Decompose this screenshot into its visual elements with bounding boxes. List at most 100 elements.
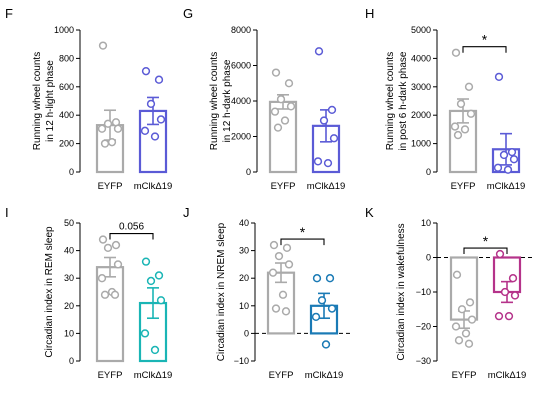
data-point xyxy=(156,115,166,124)
data-point xyxy=(494,312,504,321)
data-point xyxy=(156,296,166,305)
y-tick-label: 0 xyxy=(426,253,431,263)
y-axis-label: in post 6 h-dark phase xyxy=(398,51,409,150)
data-point xyxy=(278,290,288,299)
y-tick-label: 4000 xyxy=(231,96,251,106)
data-point xyxy=(325,274,335,283)
y-tick-label: 6000 xyxy=(231,61,251,71)
data-point xyxy=(313,157,323,166)
x-category-label: EYFP xyxy=(451,181,476,192)
data-point xyxy=(98,235,108,244)
panel-label: J xyxy=(183,205,190,220)
data-point xyxy=(323,158,333,168)
y-tick-label: 0 xyxy=(69,356,74,366)
y-axis-label: in 12 h-dark phase xyxy=(222,59,233,142)
y-tick-label: 10 xyxy=(64,328,74,338)
data-point xyxy=(141,67,151,76)
x-category-label: mClkΔ19 xyxy=(488,370,527,381)
data-point xyxy=(327,105,337,115)
y-tick-label: 1000 xyxy=(54,25,74,35)
data-point xyxy=(100,139,110,148)
panel-label: F xyxy=(5,6,13,21)
y-tick-label: 8000 xyxy=(231,25,251,35)
panel-k: K −30 −20 −10 0 10 Circadian index in wakefuln… xyxy=(365,205,534,381)
significance-label: * xyxy=(482,32,488,48)
x-category-label: mClkΔ19 xyxy=(134,181,173,192)
data-point xyxy=(113,124,123,133)
data-point xyxy=(269,240,279,250)
data-point xyxy=(111,240,121,250)
y-tick-label: 40 xyxy=(64,246,74,256)
data-point xyxy=(107,138,117,147)
data-point xyxy=(97,274,107,283)
data-point xyxy=(270,107,280,116)
data-point xyxy=(464,339,474,348)
y-tick-label: −30 xyxy=(416,356,431,366)
panel-i: I 0 10 20 30 40 50 Circadian index in REM sleep… xyxy=(5,205,172,381)
y-tick-label: 10 xyxy=(239,301,249,311)
panel-j: J −10 0 10 20 30 40 Circadian index in NREM sle… xyxy=(183,205,351,381)
y-tick-label: 20 xyxy=(239,273,249,283)
data-point xyxy=(451,322,461,331)
data-point xyxy=(466,109,476,118)
x-category-label: EYFP xyxy=(269,370,294,381)
x-category-label: EYFP xyxy=(98,370,123,381)
y-tick-label: 10 xyxy=(421,218,431,228)
data-point xyxy=(311,312,321,321)
data-point xyxy=(268,268,278,277)
y-axis-label: Circadian index in NREM sleep xyxy=(216,222,227,361)
y-tick-label: 0 xyxy=(244,328,249,338)
x-category-label: mClkΔ19 xyxy=(305,370,344,381)
data-point xyxy=(507,147,517,157)
y-tick-label: −10 xyxy=(416,287,431,297)
y-axis-label: Running wheel counts xyxy=(385,52,396,150)
x-category-label: EYFP xyxy=(271,181,296,192)
data-point xyxy=(494,72,504,82)
data-point xyxy=(146,276,156,286)
data-point xyxy=(508,274,518,283)
data-point xyxy=(456,99,466,108)
y-tick-label: 2000 xyxy=(411,110,431,120)
y-axis-label: Running wheel counts xyxy=(32,52,43,150)
y-axis-label: Circadian index in wakefulness xyxy=(396,223,407,360)
data-point xyxy=(271,68,281,77)
data-point xyxy=(460,125,470,134)
significance-bracket xyxy=(280,238,325,246)
data-point xyxy=(465,298,475,307)
y-tick-label: 1000 xyxy=(411,139,431,149)
data-point xyxy=(464,82,474,91)
y-tick-label: −20 xyxy=(416,322,431,332)
significance-bracket xyxy=(463,247,508,255)
panel-g: G 0 2000 4000 6000 8000 Running wheel counts in… xyxy=(183,6,345,192)
data-point xyxy=(500,287,510,297)
y-tick-label: 4000 xyxy=(411,53,431,63)
x-category-label: mClkΔ19 xyxy=(487,181,526,192)
data-point xyxy=(281,307,291,316)
data-point xyxy=(509,155,519,164)
data-point xyxy=(499,150,509,160)
data-point xyxy=(273,123,283,132)
data-point xyxy=(150,345,160,355)
data-point xyxy=(319,116,329,125)
y-tick-label: 800 xyxy=(59,53,74,63)
data-point xyxy=(317,296,327,305)
data-point xyxy=(327,304,337,313)
data-point xyxy=(452,270,462,279)
data-point xyxy=(97,124,107,133)
data-point xyxy=(503,165,513,174)
y-tick-label: 600 xyxy=(59,82,74,92)
y-tick-label: 0 xyxy=(246,167,251,177)
data-point xyxy=(103,243,113,252)
data-point xyxy=(284,260,294,269)
significance-label: * xyxy=(300,224,306,240)
data-point xyxy=(510,291,520,300)
data-point xyxy=(467,315,477,324)
data-point xyxy=(141,257,151,266)
data-point xyxy=(321,340,331,349)
y-tick-label: 3000 xyxy=(411,82,431,92)
data-point xyxy=(329,134,339,143)
panel-label: K xyxy=(365,205,374,220)
data-point xyxy=(98,41,108,50)
y-tick-label: 30 xyxy=(64,273,74,283)
